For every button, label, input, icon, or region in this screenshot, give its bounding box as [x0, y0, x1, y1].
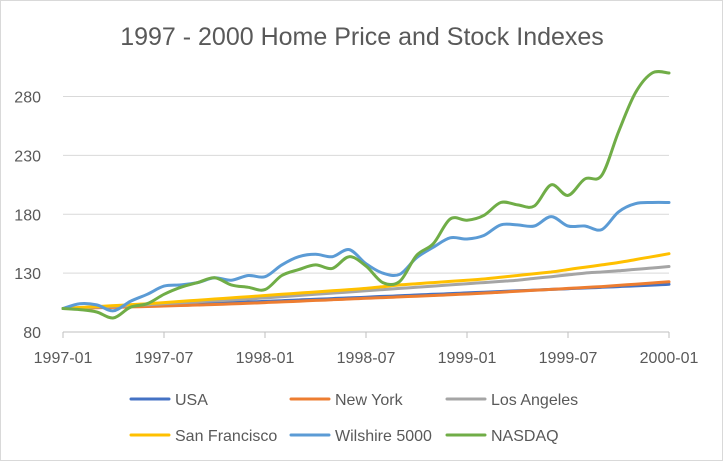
y-tick-label: 80: [23, 325, 41, 342]
legend-label-nasdaq: NASDAQ: [491, 428, 559, 445]
x-tick-label: 1999-07: [539, 350, 598, 367]
y-axis-ticks: 80 130 180 230 280: [14, 90, 41, 342]
y-tick-label: 180: [14, 207, 41, 224]
x-tick-label: 2000-01: [640, 350, 699, 367]
x-tick-label: 1998-07: [337, 350, 396, 367]
x-tick-label: 1999-01: [438, 350, 497, 367]
series-line-san-francisco: [61, 252, 671, 310]
series-line-wilshire-5000: [61, 200, 671, 313]
legend: USA New York Los Angeles San Francisco Wilsh…: [129, 392, 578, 445]
x-tick-label: 1997-07: [135, 350, 194, 367]
legend-label-los-angeles: Los Angeles: [491, 392, 578, 409]
x-tick-label: 1998-01: [236, 350, 295, 367]
x-tick-label: 1997-01: [34, 350, 93, 367]
legend-label-usa: USA: [175, 392, 208, 409]
legend-label-new-york: New York: [335, 392, 404, 409]
series-lines: [61, 70, 671, 320]
legend-label-san-francisco: San Francisco: [175, 428, 277, 445]
series-line-new-york: [61, 280, 671, 310]
y-tick-label: 130: [14, 266, 41, 283]
y-tick-label: 280: [14, 90, 41, 107]
legend-label-wilshire-5000: Wilshire 5000: [335, 428, 432, 445]
y-tick-label: 230: [14, 148, 41, 165]
x-axis-ticks: 1997-01 1997-07 1998-01 1998-07 1999-01 1999-…: [34, 332, 699, 367]
chart-title: 1997 - 2000 Home Price and Stock Indexes: [120, 23, 604, 51]
series-line-nasdaq: [61, 70, 671, 320]
